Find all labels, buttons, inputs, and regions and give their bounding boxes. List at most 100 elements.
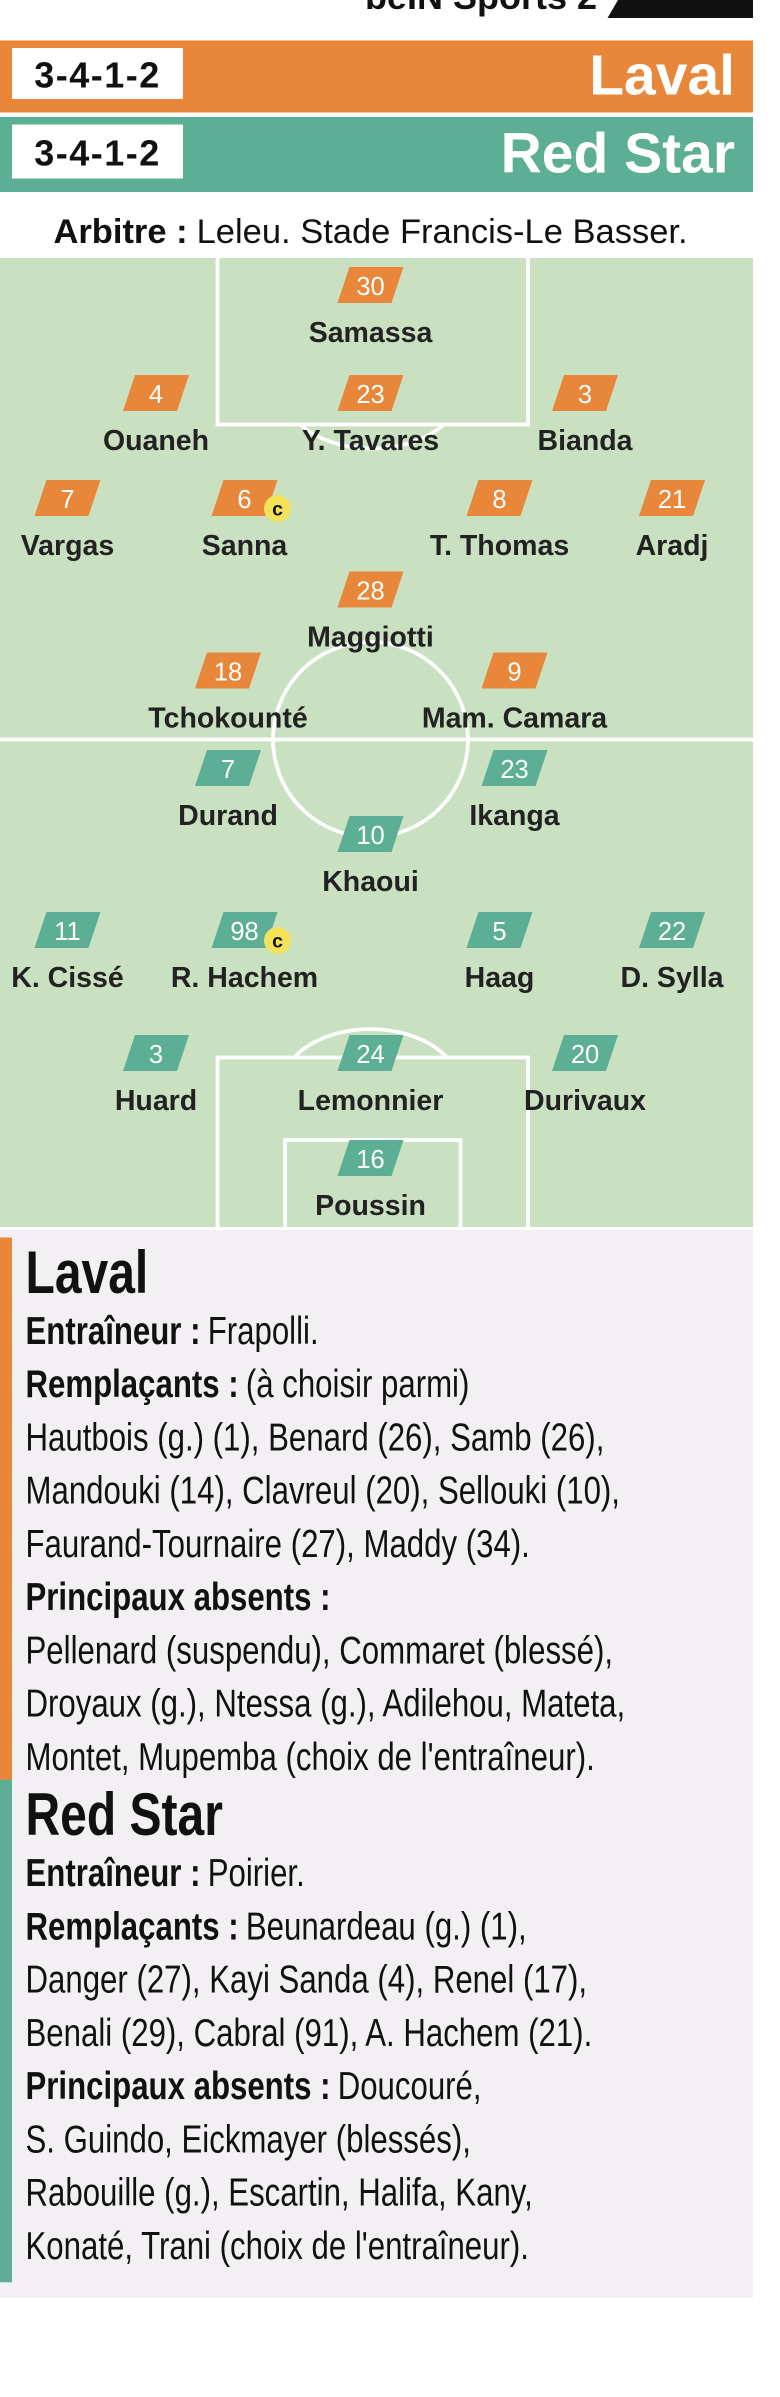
player-name: Durivaux [524,1085,646,1117]
entry-text: Droyaux (g.), Ntessa (g.), Adilehou, Mat… [26,1683,626,1726]
number-badge [552,375,618,411]
player-name: Maggiotti [307,622,434,654]
entry-text: Frapolli. [208,1310,319,1353]
referee: Arbitre : Leleu. Stade Francis-Le Basser. [53,213,687,251]
number-badge [337,267,404,303]
entry-text: Hautbois (g.) (1), Benard (26), Samb (26… [26,1416,605,1459]
entry-label: Principaux absents : [26,2065,331,2108]
formation: 3-4-1-2 [34,55,161,96]
captain-badge [264,927,291,954]
captain-badge [264,495,291,522]
player-name: Ouaneh [103,425,209,457]
player-number: 3 [149,1041,163,1069]
number-badge [337,571,404,608]
entry-text: Rabouille (g.), Escartin, Halifa, Kany, [26,2172,533,2215]
section-line: S. Guindo, Eickmayer (blessés), [26,2118,471,2161]
number-badge [123,375,189,411]
entry-text: Mandouki (14), Clavreul (20), Sellouki (… [26,1470,620,1513]
section-line: Konaté, Trani (choix de l'entraîneur). [26,2225,529,2268]
number-badge [211,480,278,516]
player-name: Samassa [309,317,434,349]
player-name: Bianda [537,425,633,457]
entry-text: Konaté, Trani (choix de l'entraîneur). [26,2225,529,2268]
player-name: Durand [178,800,278,832]
player-number: 20 [571,1041,599,1069]
team-name: Laval [589,44,735,108]
section-line: Remplaçants : (à choisir parmi) [26,1363,470,1406]
entry-text: S. Guindo, Eickmayer (blessés), [26,2118,471,2161]
section-line: Rabouille (g.), Escartin, Halifa, Kany, [26,2172,533,2215]
player-number: 8 [492,486,506,514]
player-name: K. Cissé [11,962,123,994]
number-badge [337,816,404,852]
player-number: 30 [356,273,384,301]
team-name: Red Star [501,122,735,186]
section-line: Mandouki (14), Clavreul (20), Sellouki (… [26,1470,620,1513]
section-title: Red Star [26,1781,223,1848]
entry-text: Doucouré, [338,2065,482,2108]
entry-label: Remplaçants : [26,1363,239,1406]
entry-label: Remplaçants : [26,1905,239,1948]
player-name: Tchokounté [148,703,307,735]
section-line: Principaux absents : Doucouré, [26,2065,482,2108]
formation: 3-4-1-2 [34,133,161,174]
text-panel [0,1230,753,2298]
player-name: Lemonnier [298,1085,444,1117]
number-badge [639,480,705,516]
player-name: Sanna [202,530,289,562]
number-badge [481,750,548,786]
player-number: 98 [230,918,258,946]
section-line: Danger (27), Kayi Sanda (4), Renel (17), [26,1959,588,2002]
player-number: 23 [356,381,384,409]
player-number: 28 [356,577,384,605]
player-number: 23 [500,756,528,784]
entry-text: Montet, Mupemba (choix de l'entraîneur). [26,1736,595,1779]
section-line: Entraîneur : Poirier. [26,1852,305,1895]
player-name: Vargas [21,530,115,562]
kickoff-box [607,0,753,18]
section-line: Hautbois (g.) (1), Benard (26), Samb (26… [26,1416,605,1459]
referee-text: Leleu. Stade Francis-Le Basser. [197,213,688,251]
player-number: 6 [237,486,251,514]
player-name: Khaoui [322,866,419,898]
section-line: Entraîneur : Frapolli. [26,1310,319,1353]
player-number: 3 [578,381,592,409]
player-number: 18 [214,658,242,686]
player-number: 22 [658,918,686,946]
player-name: Poussin [315,1190,426,1222]
section-line: Faurand-Tournaire (27), Maddy (34). [26,1523,530,1566]
entry-label: Entraîneur : [26,1852,201,1895]
player-name: R. Hachem [171,962,318,994]
section-stripe [0,1237,12,1794]
number-badge [466,912,533,948]
player-name: Mam. Camara [422,703,608,735]
number-badge [34,912,101,948]
number-badge [639,912,705,948]
player-number: 21 [658,486,686,514]
player-number: 10 [356,822,384,850]
player-name: Huard [115,1085,197,1117]
player-name: T. Thomas [430,530,569,562]
player-name: Aradj [636,530,709,562]
captain-mark: c [272,930,283,952]
captain-mark: c [272,498,283,520]
player-number: 11 [54,918,80,946]
entry-text: Benali (29), Cabral (91), A. Hachem (21)… [26,2012,593,2055]
formation-box [12,48,183,99]
player-number: 7 [60,486,74,514]
entry-text: Faurand-Tournaire (27), Maddy (34). [26,1523,530,1566]
section-line: Benali (29), Cabral (91), A. Hachem (21)… [26,2012,593,2055]
number-badge [337,1035,404,1071]
section-line: Remplaçants : Beunardeau (g.) (1), [26,1905,527,1948]
number-badge [337,1140,404,1176]
number-badge [211,912,278,948]
player-name: Haag [465,962,535,994]
number-badge [466,480,533,516]
entry-text: Pellenard (suspendu), Commaret (blessé), [26,1629,614,1672]
entry-text: Danger (27), Kayi Sanda (4), Renel (17), [26,1959,588,2002]
player-name: Ikanga [469,800,560,832]
number-badge [481,652,548,689]
